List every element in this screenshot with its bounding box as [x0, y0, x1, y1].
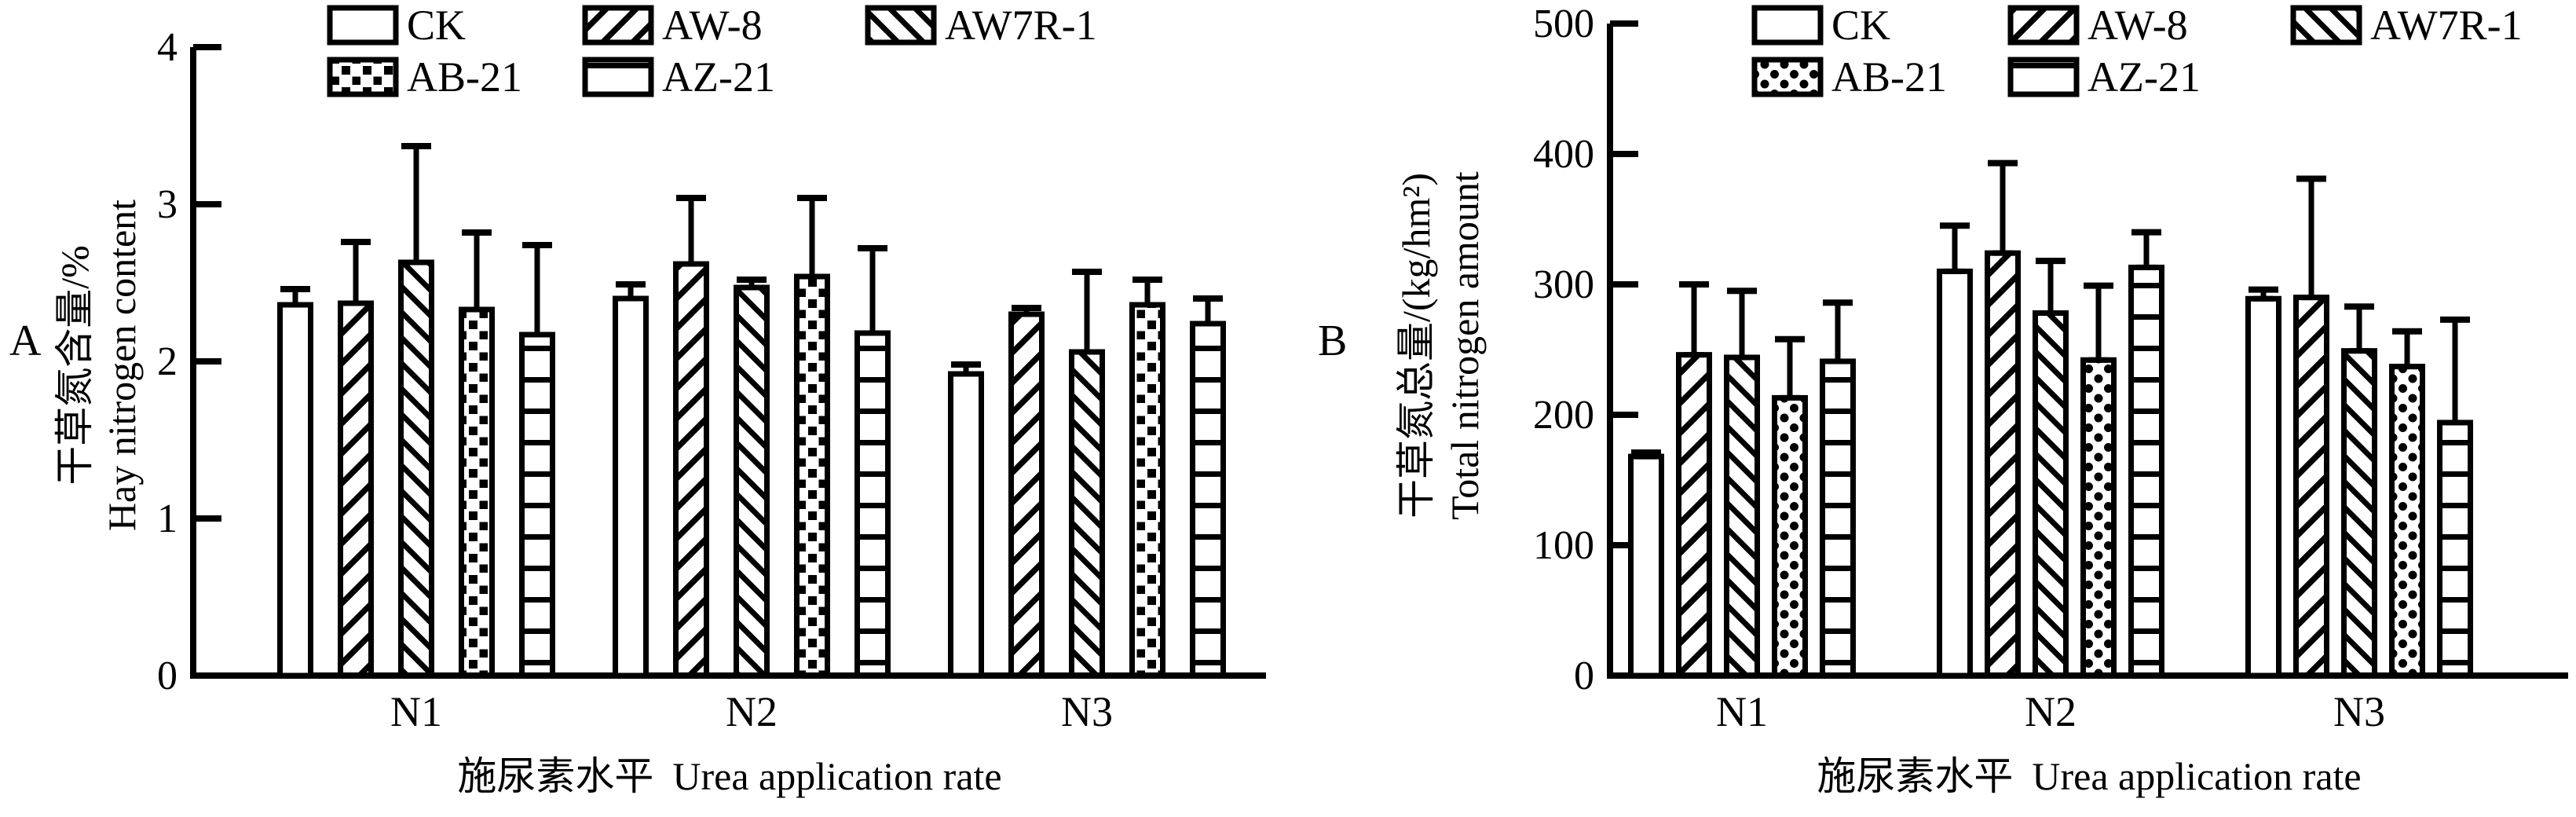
bar-AW7R-1-N1 — [1724, 354, 1760, 679]
bar-AW-8-N3 — [2293, 295, 2329, 679]
bar-AZ-21-N1 — [1820, 358, 1856, 679]
legend-label-AW-8: AW-8 — [662, 2, 763, 49]
y-tick-label: 0 — [1574, 654, 1594, 698]
bar-AZ-21-N3 — [1190, 321, 1226, 679]
y-axis-title-zh: 干草氮含量/% — [53, 245, 97, 485]
x-axis-title-zh: 施尿素水平 — [1817, 754, 2013, 798]
bar-CK-N1 — [1628, 453, 1664, 679]
panel-A: 0 1 2 3 4 N1 N2 N3 施尿素水平 Urea application rate 干草氮… — [9, 2, 1266, 798]
legend-swatch-AZ-21 — [2007, 57, 2080, 97]
legend-swatch-CK — [1751, 5, 1824, 46]
bar-AB-21-N1 — [459, 306, 495, 679]
y-tick-label: 2 — [157, 339, 177, 384]
legend-swatch-AW-8 — [2007, 5, 2080, 46]
bar-AW-8-N1 — [1676, 352, 1712, 679]
bar-AW7R-1-N2 — [2033, 310, 2069, 679]
panel-letter: B — [1318, 317, 1347, 365]
x-axis-title-zh: 施尿素水平 — [457, 754, 653, 798]
legend-swatch-AW-8 — [582, 5, 654, 46]
y-axis-title-en: Hay nitrogen content — [100, 200, 144, 531]
bar-AW-8-N3 — [1008, 311, 1045, 679]
bar-AB-21-N2 — [794, 273, 830, 679]
chart-A-canvas: 0 1 2 3 4 N1 N2 N3 施尿素水平 Urea application rate 干草氮… — [9, 2, 1266, 798]
x-category-label: N3 — [1061, 688, 1113, 735]
chart-B-canvas: 0 100 200 300 400 500 N1 N2 N3 施尿素水平 Urea applicat… — [1318, 2, 2568, 798]
bar-AW7R-1-N3 — [1069, 349, 1105, 679]
bar-CK-N2 — [1937, 268, 1973, 679]
y-tick-label: 300 — [1533, 262, 1594, 307]
bar-CK-N3 — [948, 371, 984, 679]
x-axis-title-en: Urea application rate — [672, 754, 1001, 798]
y-axis-title-en: Total nitrogen amount — [1443, 171, 1487, 520]
bar-AZ-21-N2 — [854, 330, 891, 679]
legend-label-AB-21: AB-21 — [1831, 53, 1947, 101]
y-tick-label: 200 — [1533, 393, 1594, 438]
bar-AB-21-N3 — [2389, 364, 2425, 679]
x-category-label: N2 — [2025, 688, 2077, 735]
y-tick-label: 500 — [1533, 2, 1594, 46]
x-axis-title: 施尿素水平 Urea application rate — [1817, 754, 2361, 798]
x-category-label: N1 — [390, 688, 442, 735]
legend-label-AW7R-1: AW7R-1 — [2370, 2, 2523, 49]
bar-AB-21-N2 — [2080, 357, 2117, 679]
legend-swatch-AW7R-1 — [2290, 5, 2362, 46]
legend-label-AZ-21: AZ-21 — [2088, 53, 2201, 101]
legend-label-CK: CK — [1831, 2, 1890, 49]
bar-AW7R-1-N3 — [2341, 348, 2377, 679]
bar-AW7R-1-N1 — [398, 259, 434, 679]
bar-CK-N1 — [277, 302, 313, 679]
panel-B: 0 100 200 300 400 500 N1 N2 N3 施尿素水平 Urea applicat… — [1288, 0, 2576, 817]
legend-swatch-AZ-21 — [582, 57, 654, 97]
bar-AW-8-N2 — [673, 261, 709, 679]
legend-label-AB-21: AB-21 — [407, 53, 522, 101]
legend-label-AW-8: AW-8 — [2088, 2, 2188, 49]
y-tick-label: 100 — [1533, 523, 1594, 568]
bar-AW-8-N1 — [338, 300, 374, 679]
bar-CK-N3 — [2245, 295, 2281, 679]
bar-AZ-21-N2 — [2128, 264, 2164, 679]
x-category-label: N2 — [726, 688, 778, 735]
y-tick-label: 1 — [157, 496, 177, 541]
legend-label-CK: CK — [407, 2, 466, 49]
bar-AW-8-N2 — [1985, 250, 2021, 679]
bar-AB-21-N3 — [1129, 302, 1165, 679]
legend-label-AZ-21: AZ-21 — [662, 53, 775, 101]
y-axis-title-zh: 干草氮总量/(kg/hm²) — [1394, 173, 1438, 518]
bar-AB-21-N1 — [1772, 394, 1808, 679]
y-tick-label: 4 — [157, 25, 177, 70]
bar-AW7R-1-N2 — [734, 284, 770, 679]
y-tick-label: 3 — [157, 182, 177, 227]
y-tick-label: 400 — [1533, 132, 1594, 177]
x-axis-title: 施尿素水平 Urea application rate — [457, 754, 1001, 798]
panel-letter: A — [9, 317, 42, 365]
y-tick-label: 0 — [157, 654, 177, 698]
legend-swatch-AB-21 — [1751, 57, 1824, 97]
legend-swatch-AW7R-1 — [865, 5, 937, 46]
legend-swatch-AB-21 — [327, 57, 399, 97]
legend-swatch-CK — [327, 5, 399, 46]
bar-AZ-21-N1 — [519, 332, 555, 679]
legend-label-AW7R-1: AW7R-1 — [945, 2, 1097, 49]
x-category-label: N3 — [2333, 688, 2385, 735]
bar-AZ-21-N3 — [2437, 419, 2473, 679]
x-axis-title-en: Urea application rate — [2032, 754, 2361, 798]
bar-CK-N2 — [613, 295, 649, 679]
x-category-label: N1 — [1716, 688, 1768, 735]
